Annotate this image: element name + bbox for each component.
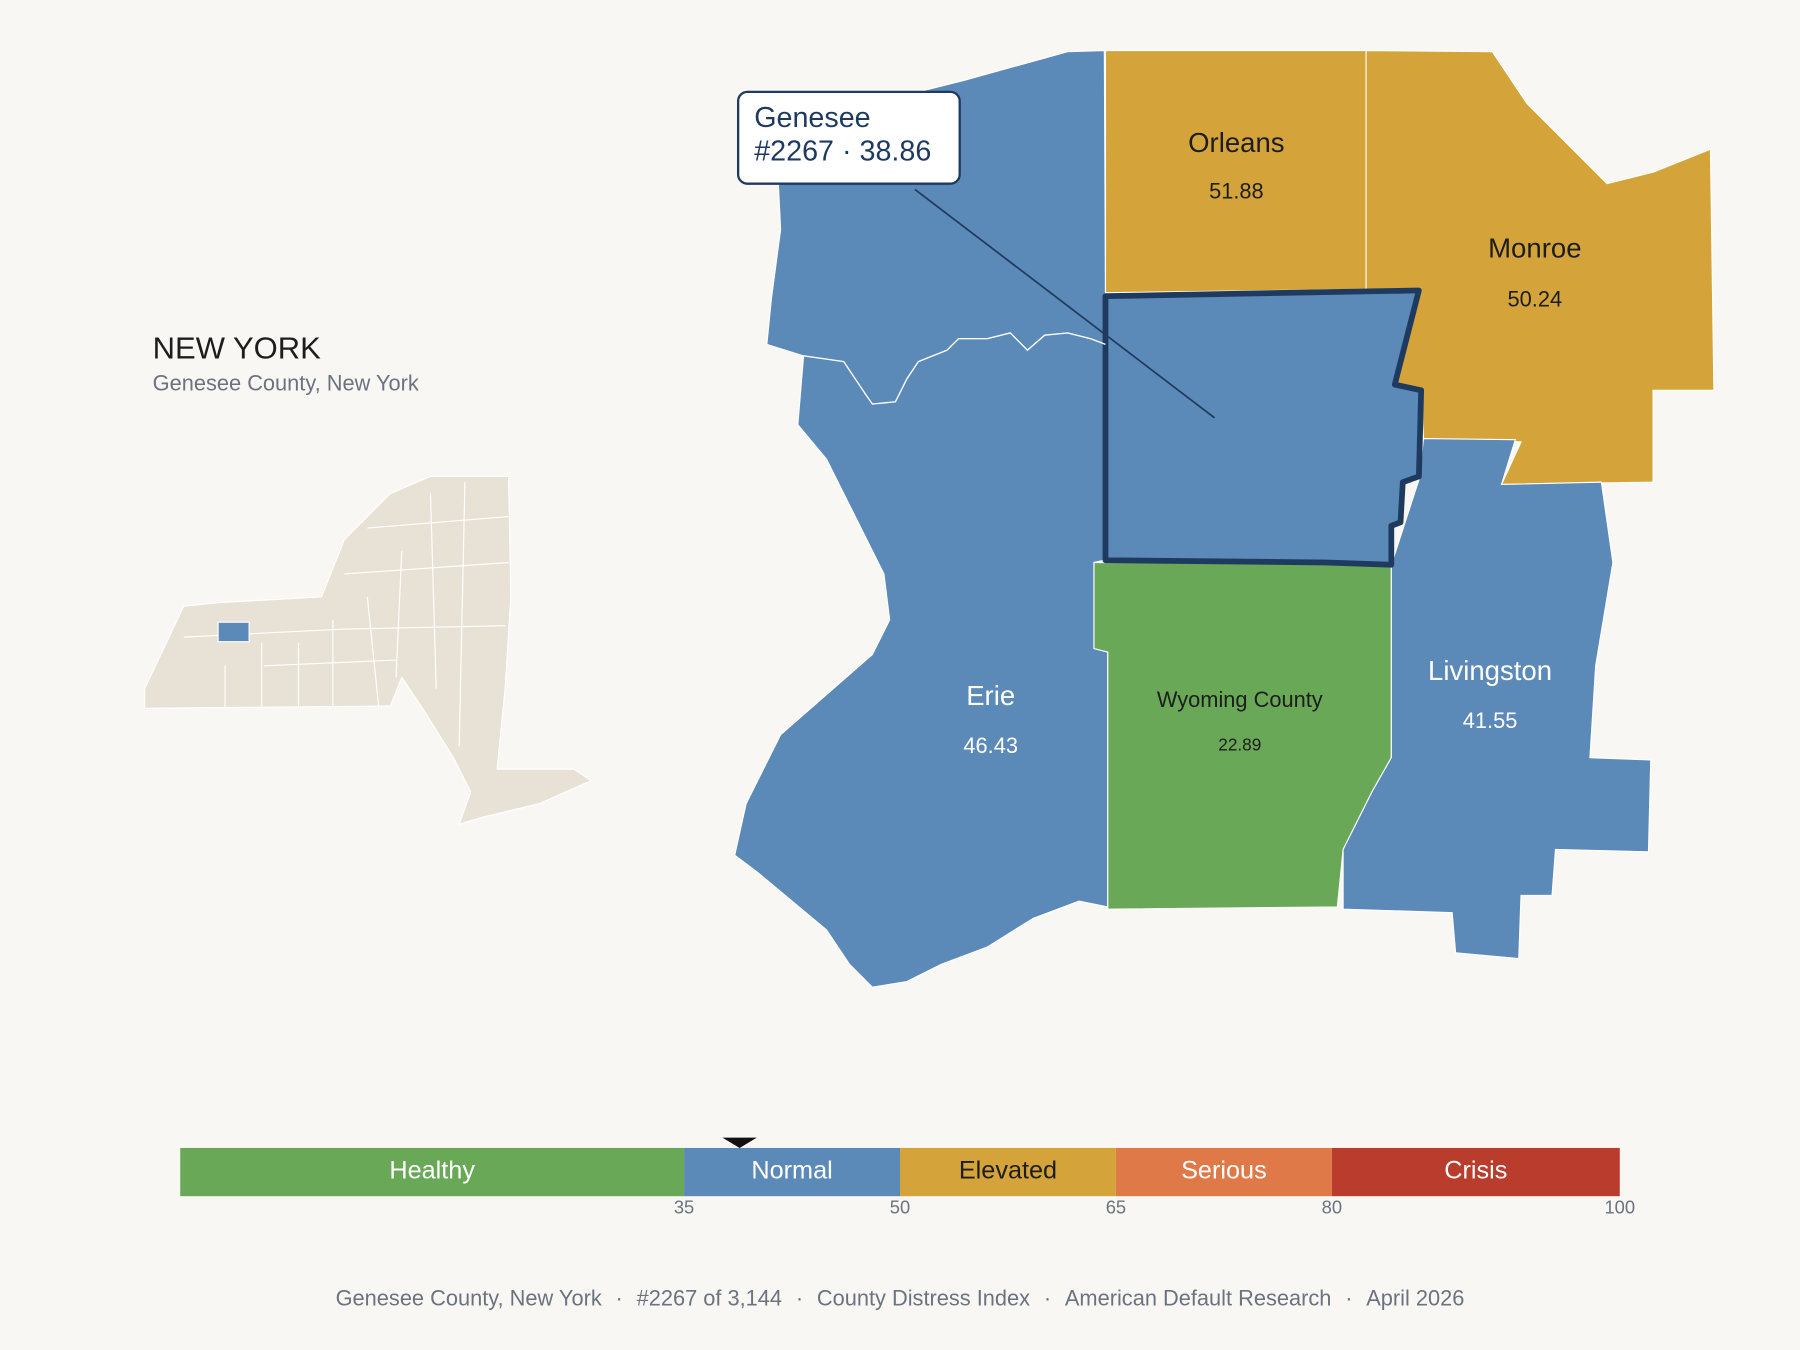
state-outline xyxy=(144,475,593,826)
county-name: Wyoming County xyxy=(1157,687,1323,712)
separator: · xyxy=(616,1285,623,1310)
scale-band xyxy=(1331,1147,1620,1197)
county-value: 46.43 xyxy=(963,733,1018,758)
callout-score: 38.86 xyxy=(860,135,932,167)
band-label: Elevated xyxy=(959,1157,1057,1185)
separator: · xyxy=(842,135,852,167)
scale-bar: Healthy Normal Elevated Serious Crisis 35 50 65… xyxy=(180,1137,1635,1218)
scale-band xyxy=(180,1147,685,1197)
footer-item: April 2026 xyxy=(1366,1285,1464,1310)
scale-tick-label: 100 xyxy=(1604,1197,1635,1218)
footer: Genesee County, New York · #2267 of 3,144 ·… xyxy=(336,1285,1465,1310)
scale-tick-label: 65 xyxy=(1106,1197,1126,1218)
scale-band xyxy=(1115,1147,1332,1197)
county-area xyxy=(1102,287,1425,568)
band-label: Crisis xyxy=(1444,1157,1507,1185)
title: NEW YORK xyxy=(153,330,321,365)
separator: · xyxy=(1044,1285,1051,1310)
county-value: 41.55 xyxy=(1463,708,1518,733)
footer-item: Genesee County, New York xyxy=(336,1285,602,1310)
footer-item: County Distress Index xyxy=(817,1285,1030,1310)
callout-name: Genesee xyxy=(754,102,870,134)
county-area xyxy=(1342,437,1652,960)
callout-detail: #2267 · 38.86 xyxy=(754,135,931,167)
scale-band xyxy=(684,1147,900,1197)
callout: Genesee #2267 · 38.86 xyxy=(736,90,1216,419)
county-labels: Orleans 51.88 Monroe 50.24 Erie 46.43 Wyoming … xyxy=(963,127,1581,758)
scale-tick-label: 80 xyxy=(1322,1197,1342,1218)
subtitle: Genesee County, New York xyxy=(153,370,419,395)
band-label: Healthy xyxy=(389,1157,475,1185)
county-name: Erie xyxy=(966,680,1015,711)
county-map xyxy=(734,49,1715,988)
leader-line xyxy=(914,188,1216,419)
score-marker xyxy=(722,1137,757,1148)
scale-band xyxy=(900,1147,1116,1197)
county-value: 22.89 xyxy=(1218,735,1261,755)
county-value: 51.88 xyxy=(1209,179,1264,204)
scale-tick-label: 50 xyxy=(890,1197,910,1218)
callout-box xyxy=(736,90,961,185)
county-name: Livingston xyxy=(1428,655,1552,686)
river xyxy=(803,332,1106,405)
band-label: Serious xyxy=(1181,1157,1267,1185)
footer-item: #2267 of 3,144 xyxy=(637,1285,782,1310)
footer-item: American Default Research xyxy=(1065,1285,1332,1310)
callout-rank: #2267 xyxy=(754,135,834,167)
separator: · xyxy=(1345,1285,1352,1310)
highlight-county xyxy=(217,621,250,643)
county-area xyxy=(1104,49,1367,294)
county-name: Orleans xyxy=(1188,127,1284,158)
inset-map xyxy=(144,475,593,826)
county-area xyxy=(734,49,1109,988)
separator: · xyxy=(796,1285,803,1310)
county-value: 50.24 xyxy=(1508,287,1563,312)
band-label: Normal xyxy=(751,1157,832,1185)
scale-tick-label: 35 xyxy=(674,1197,694,1218)
county-name: Monroe xyxy=(1488,233,1581,264)
